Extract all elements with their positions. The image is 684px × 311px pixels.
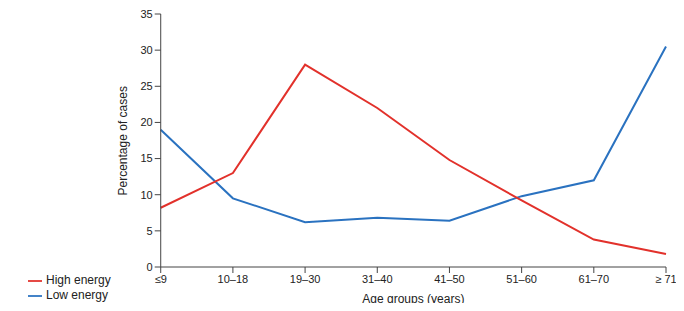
- html-text:High energy: High energy: [46, 273, 111, 288]
- svg-text:Percentage of cases: Percentage of cases: [116, 86, 130, 195]
- svg-text:30: 30: [140, 44, 152, 56]
- svg-text:35: 35: [140, 8, 152, 20]
- svg-text:61–70: 61–70: [579, 273, 610, 285]
- svg-text:0: 0: [147, 261, 153, 273]
- svg-text:≤9: ≤9: [155, 273, 167, 285]
- svg-text:41–50: 41–50: [434, 273, 465, 285]
- svg-text:51–60: 51–60: [506, 273, 537, 285]
- svg-text:10: 10: [140, 189, 152, 201]
- svg-text:31–40: 31–40: [362, 273, 393, 285]
- svg-text:19–30: 19–30: [290, 273, 321, 285]
- svg-text:≥ 71: ≥ 71: [655, 273, 676, 285]
- html-text:Low energy: Low energy: [46, 288, 108, 303]
- svg-text:20: 20: [140, 116, 152, 128]
- svg-text:15: 15: [140, 152, 152, 164]
- svg-text:10–18: 10–18: [218, 273, 249, 285]
- svg-text:25: 25: [140, 80, 152, 92]
- svg-text:5: 5: [147, 225, 153, 237]
- svg-text:Age groups (years): Age groups (years): [362, 292, 464, 303]
